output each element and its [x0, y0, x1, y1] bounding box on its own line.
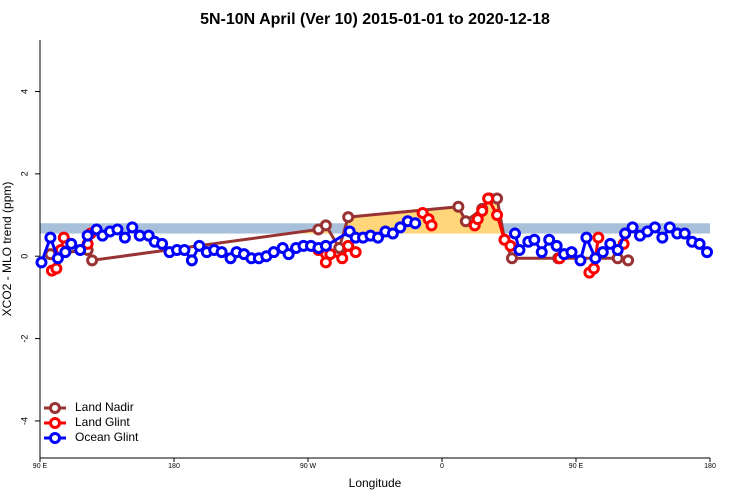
point	[543, 233, 556, 246]
point	[349, 246, 362, 259]
x-axis-label: Longitude	[349, 476, 402, 490]
point	[409, 217, 422, 230]
point	[65, 237, 78, 250]
point	[693, 237, 706, 250]
point	[663, 221, 676, 234]
y-tick-label: -4	[19, 417, 29, 425]
legend-label: Land Nadir	[75, 400, 134, 414]
legend-label: Land Glint	[75, 415, 130, 429]
point	[86, 254, 99, 267]
point	[580, 231, 593, 244]
x-tick-label: 0	[440, 463, 444, 470]
point	[596, 246, 609, 259]
point	[267, 246, 280, 259]
point	[215, 246, 228, 259]
point	[51, 252, 64, 265]
point	[319, 219, 332, 232]
point	[619, 227, 632, 240]
chart-title: 5N-10N April (Ver 10) 2015-01-01 to 2020…	[200, 11, 550, 28]
point	[656, 231, 669, 244]
x-tick-label: 180	[168, 463, 180, 470]
point	[342, 239, 355, 252]
point	[57, 231, 70, 244]
point	[508, 227, 521, 240]
point	[626, 221, 639, 234]
point	[565, 246, 578, 259]
point	[574, 254, 587, 267]
y-tick-label: 0	[19, 254, 29, 259]
point	[319, 239, 332, 252]
point	[59, 246, 72, 259]
legend-marker	[49, 417, 61, 429]
y-tick-label: -2	[19, 335, 29, 343]
point	[336, 252, 349, 265]
legend-marker	[49, 432, 61, 444]
point	[282, 248, 295, 261]
point	[35, 256, 48, 269]
point	[513, 244, 526, 257]
point	[604, 237, 617, 250]
point	[50, 262, 63, 275]
point	[156, 237, 169, 250]
point	[611, 244, 624, 257]
point	[118, 231, 131, 244]
y-tick-label: 4	[19, 89, 29, 94]
point	[592, 231, 605, 244]
point	[505, 252, 518, 265]
point	[589, 252, 602, 265]
point	[587, 262, 600, 275]
point	[535, 246, 548, 259]
point	[476, 204, 489, 217]
point	[452, 200, 465, 213]
point	[44, 231, 57, 244]
y-tick-label: 2	[19, 171, 29, 176]
point	[504, 239, 517, 252]
point	[622, 254, 635, 267]
point	[178, 244, 191, 257]
point	[648, 221, 661, 234]
point	[74, 244, 87, 257]
point	[550, 239, 563, 252]
point	[482, 192, 495, 205]
x-tick-label: 180	[704, 463, 716, 470]
point	[425, 219, 438, 232]
y-axis-label: XCO2 - MLO trend (ppm)	[0, 182, 14, 317]
point	[459, 215, 472, 228]
point	[528, 233, 541, 246]
point	[394, 221, 407, 234]
x-tick-label: 90 W	[300, 463, 317, 470]
point	[111, 223, 124, 236]
point	[81, 229, 94, 242]
x-tick-label: 90 E	[569, 463, 584, 470]
x-tick-label: 90 E	[33, 463, 48, 470]
legend-marker	[49, 402, 61, 414]
point	[126, 221, 139, 234]
point	[342, 211, 355, 224]
point	[386, 227, 399, 240]
point	[701, 246, 714, 259]
point	[371, 231, 384, 244]
point	[678, 227, 691, 240]
point	[491, 209, 504, 222]
point	[193, 239, 206, 252]
point	[185, 254, 198, 267]
legend-label: Ocean Glint	[75, 430, 139, 444]
